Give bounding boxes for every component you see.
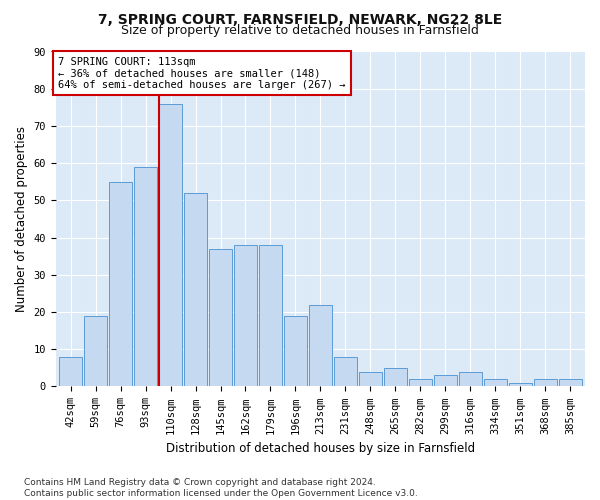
Y-axis label: Number of detached properties: Number of detached properties xyxy=(15,126,28,312)
Bar xyxy=(184,193,207,386)
Bar xyxy=(384,368,407,386)
Text: Size of property relative to detached houses in Farnsfield: Size of property relative to detached ho… xyxy=(121,24,479,37)
Text: Contains HM Land Registry data © Crown copyright and database right 2024.
Contai: Contains HM Land Registry data © Crown c… xyxy=(24,478,418,498)
Bar xyxy=(509,382,532,386)
Bar xyxy=(134,167,157,386)
Bar xyxy=(409,379,432,386)
Bar xyxy=(159,104,182,387)
Text: 7, SPRING COURT, FARNSFIELD, NEWARK, NG22 8LE: 7, SPRING COURT, FARNSFIELD, NEWARK, NG2… xyxy=(98,12,502,26)
Bar xyxy=(59,356,82,386)
Bar xyxy=(259,245,282,386)
Bar xyxy=(334,356,357,386)
Bar xyxy=(484,379,506,386)
Bar xyxy=(284,316,307,386)
Bar xyxy=(109,182,132,386)
Bar xyxy=(533,379,557,386)
Bar xyxy=(559,379,581,386)
Bar xyxy=(234,245,257,386)
Bar xyxy=(84,316,107,386)
Bar xyxy=(359,372,382,386)
Bar xyxy=(209,248,232,386)
Bar xyxy=(434,376,457,386)
Bar xyxy=(309,304,332,386)
Bar xyxy=(458,372,482,386)
X-axis label: Distribution of detached houses by size in Farnsfield: Distribution of detached houses by size … xyxy=(166,442,475,455)
Text: 7 SPRING COURT: 113sqm
← 36% of detached houses are smaller (148)
64% of semi-de: 7 SPRING COURT: 113sqm ← 36% of detached… xyxy=(58,56,346,90)
